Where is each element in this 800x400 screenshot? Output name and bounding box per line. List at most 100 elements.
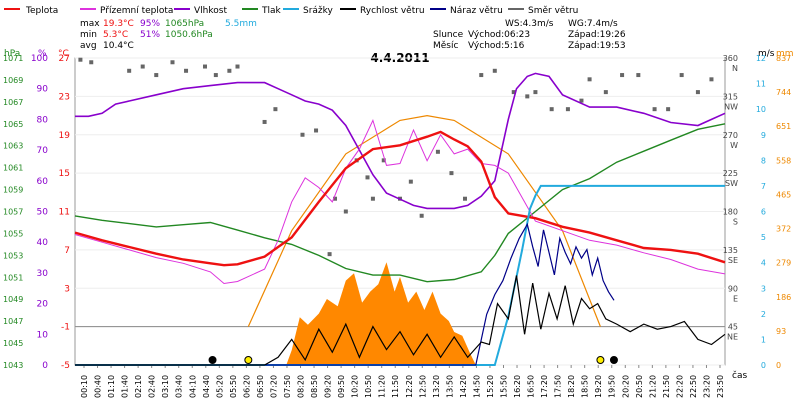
legend: Teplota Přízemní teplota Vlhkost Tlak Sr… (4, 6, 578, 16)
tick-x: 11:20 (378, 375, 387, 398)
legend-rychlost: Rychlost větru (360, 6, 425, 16)
stats-avg-temp: 10.4°C (103, 41, 134, 51)
tick-dir: SE (728, 256, 738, 265)
tick-hpa: 1065 (3, 120, 23, 129)
tick-pct: 50 (37, 208, 49, 218)
wind-direction-point (603, 90, 608, 95)
tick-dir: 270 (723, 131, 738, 140)
wind-direction-point (549, 107, 554, 112)
tick-hpa: 1049 (3, 295, 23, 304)
wind-direction-point (463, 196, 467, 201)
series-rychlost (75, 275, 726, 366)
tick-x: 19:50 (608, 375, 617, 398)
tick-dir: E (733, 294, 738, 303)
wind-direction-point (227, 68, 232, 73)
tick-x: 02:10 (134, 375, 143, 398)
tick-dir: 135 (723, 246, 738, 255)
astro-ws: WS:4.3m/s (505, 19, 554, 29)
tick-dir: N (732, 64, 738, 73)
wind-direction-point (435, 149, 440, 154)
tick-mm: 744 (776, 88, 791, 97)
tick-hpa: 1071 (3, 54, 23, 63)
wind-direction-point (127, 68, 132, 73)
tick-c: 23 (59, 92, 70, 102)
stats-block: max 19.3°C 95% 1065hPa 5.5mm min 5.3°C 5… (80, 19, 257, 51)
wind-direction-point (203, 64, 207, 69)
tick-dir: NW (724, 102, 738, 111)
tick-ms: 4 (761, 259, 766, 268)
wind-direction-point (381, 158, 386, 163)
astro-sun-rise: Východ:06:23 (468, 30, 530, 40)
tick-mm: 93 (776, 327, 786, 336)
tick-x: 00:10 (80, 375, 89, 398)
stats-min-hum: 51% (140, 30, 160, 40)
tick-pct: 100 (31, 54, 48, 64)
tick-x: 04:40 (202, 375, 211, 398)
tick-x: 22:20 (675, 375, 684, 398)
tick-x: 01:40 (121, 375, 130, 398)
tick-dir: 90 (728, 284, 738, 293)
tick-x: 17:50 (554, 375, 563, 398)
legend-tlak: Tlak (261, 6, 282, 16)
wind-direction-point (636, 73, 641, 78)
tick-x: 23:50 (716, 375, 725, 398)
tick-x: 03:10 (161, 375, 170, 398)
tick-ms: 9 (761, 131, 766, 140)
astro-moon-label: Měsíc (433, 41, 458, 51)
tick-x: 22:50 (689, 375, 698, 398)
tick-x: 16:20 (513, 375, 522, 398)
tick-pct: 0 (42, 361, 48, 371)
wind-direction-point (709, 77, 714, 82)
tick-x: 02:40 (148, 375, 157, 398)
tick-x: 17:20 (540, 375, 549, 398)
tick-hpa: 1055 (3, 229, 23, 238)
tick-pct: 90 (37, 85, 49, 95)
tick-mm: 0 (776, 361, 781, 370)
tick-c: 7 (64, 246, 70, 256)
wind-direction-point (652, 107, 657, 112)
tick-x: 06:50 (256, 375, 265, 398)
tick-c: 11 (59, 208, 70, 218)
tick-mm: 372 (776, 225, 791, 234)
stats-min-press: 1050.6hPa (165, 30, 213, 40)
unit-pct: % (38, 49, 47, 59)
tick-ms: 5 (761, 233, 766, 242)
tick-x: 21:50 (662, 375, 671, 398)
stats-max-label: max (80, 19, 100, 29)
tick-mm: 186 (776, 293, 791, 302)
tick-pct: 30 (37, 269, 49, 279)
tick-hpa: 1047 (3, 317, 23, 326)
series-tlak (74, 123, 726, 283)
wind-direction-point (525, 94, 530, 99)
tick-hpa: 1067 (3, 98, 23, 107)
unit-c: °C (58, 49, 69, 59)
tick-x: 19:20 (594, 375, 603, 398)
tick-hpa: 1045 (3, 339, 23, 348)
legend-vlhkost: Vlhkost (194, 6, 227, 16)
tick-x: 05:50 (229, 375, 238, 398)
tick-x: 15:20 (486, 375, 495, 398)
wind-direction-point (492, 68, 497, 73)
stats-min-temp: 5.3°C (103, 30, 128, 40)
sunrise-marker (244, 356, 253, 364)
tick-hpa: 1043 (3, 361, 23, 370)
tick-x: 11:50 (391, 375, 400, 398)
astro-sun-set: Západ:19:26 (568, 30, 626, 40)
rain-intensity-area (286, 262, 476, 365)
tick-x: 06:20 (242, 375, 251, 398)
wind-direction-point (365, 175, 370, 180)
moonset-marker (609, 356, 618, 364)
legend-srazky: Srážky (303, 6, 334, 16)
tick-dir: SW (725, 179, 738, 188)
tick-pct: 60 (37, 177, 49, 187)
wind-direction-point (479, 73, 484, 78)
wind-direction-point (449, 171, 454, 176)
tick-hpa: 1059 (3, 186, 23, 195)
tick-c: 27 (59, 54, 70, 64)
wind-direction-point (78, 57, 83, 62)
tick-ms: 11 (756, 80, 766, 89)
tick-hpa: 1069 (3, 76, 23, 85)
tick-ms: 2 (761, 310, 766, 319)
wind-direction-point (89, 60, 94, 65)
